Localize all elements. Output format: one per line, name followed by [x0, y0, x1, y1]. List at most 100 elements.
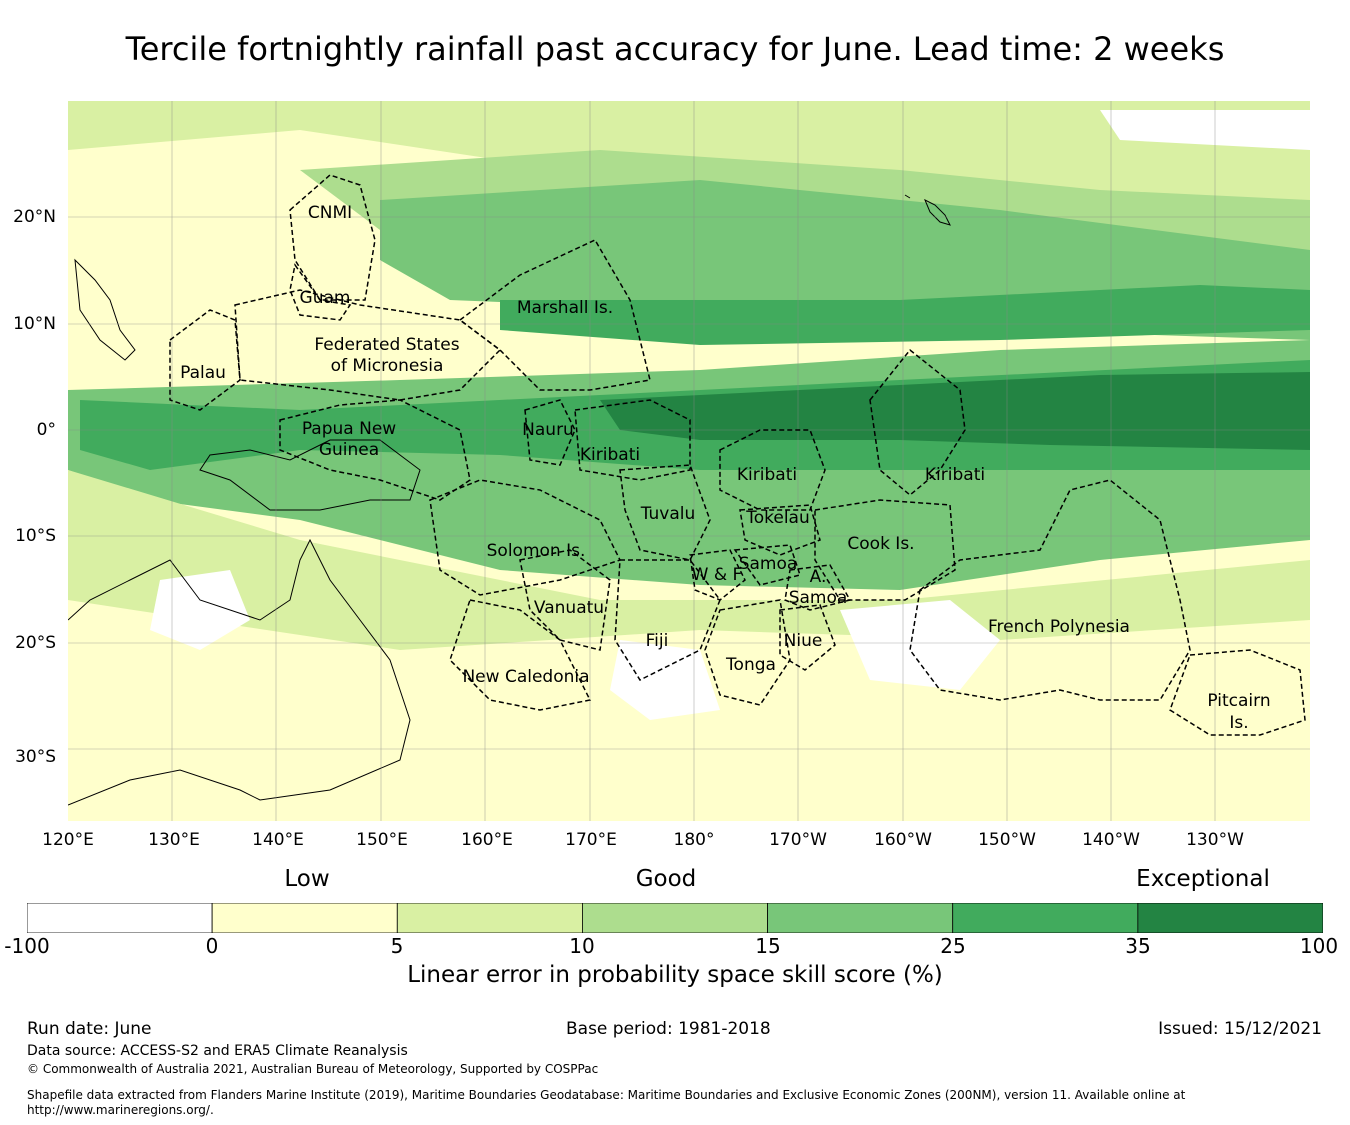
- region-label-wallis-futuna: W & F: [692, 565, 743, 585]
- philippines-outline: [74, 258, 136, 361]
- region-label-fiji: Fiji: [646, 631, 669, 651]
- colorbar-segment: [582, 903, 768, 933]
- lon-label: 180°: [673, 830, 715, 850]
- lat-label: 20°S: [15, 633, 56, 653]
- region-label-tokelau: Tokelau: [745, 508, 810, 528]
- region-label-kiribati-phoenix: Kiribati: [737, 465, 797, 485]
- colorbar-tick: 0: [205, 934, 219, 958]
- region-label-kiribati-line: Kiribati: [925, 465, 985, 485]
- region-label-nauru: Nauru: [522, 420, 574, 440]
- lat-label: 0°: [36, 420, 56, 440]
- colorbar-segment: [952, 903, 1139, 933]
- hawaii-outline: [904, 194, 951, 226]
- eez-french-polynesia: [909, 479, 1191, 701]
- lon-label: 130°W: [1186, 830, 1244, 850]
- shapefile-credit: Shapefile data extracted from Flanders M…: [27, 1088, 1186, 1102]
- region-label-kiribati-gilberts: Kiribati: [580, 445, 640, 465]
- colorbar-segment: [1137, 903, 1323, 933]
- eez-kiribati-line: [869, 348, 966, 496]
- data-source: Data source: ACCESS-S2 and ERA5 Climate …: [27, 1043, 408, 1059]
- eez-nauru: [524, 399, 576, 466]
- lat-label: 30°S: [15, 747, 56, 767]
- lon-label: 150°E: [356, 830, 408, 850]
- colorbar-segment: [396, 903, 583, 933]
- region-label-cnmi: CNMI: [308, 203, 352, 223]
- eez-vanuatu: [519, 549, 611, 651]
- region-label-png-1: Papua New: [302, 419, 396, 439]
- region-label-pitcairn-1: Pitcairn: [1207, 691, 1270, 711]
- eez-niue: [779, 604, 836, 671]
- shapefile-url: http://www.marineregions.org/.: [27, 1103, 214, 1117]
- lat-label: 20°N: [13, 207, 56, 227]
- run-date: Run date: June: [27, 1019, 152, 1039]
- lat-label: 10°S: [15, 526, 56, 546]
- region-label-cook: Cook Is.: [847, 534, 914, 554]
- colorbar-tick: 25: [940, 934, 966, 958]
- colorbar-segment: [211, 903, 398, 933]
- region-label-american-samoa-1: A.: [810, 567, 827, 587]
- colorbar-label: Linear error in probability space skill …: [407, 962, 943, 988]
- region-label-guam: Guam: [300, 288, 351, 308]
- eez-cook: [814, 499, 956, 601]
- region-label-french-polynesia: French Polynesia: [988, 617, 1130, 637]
- region-label-new-caledonia: New Caledonia: [462, 667, 589, 687]
- eez-tokelau: [739, 504, 821, 556]
- region-label-american-samoa-2: Samoa: [789, 588, 848, 608]
- lon-label: 170°W: [769, 830, 827, 850]
- colorbar: [27, 903, 1323, 933]
- region-label-png-2: Guinea: [319, 440, 379, 460]
- eez-kiribati-phoenix: [719, 429, 826, 511]
- lon-label: 150°W: [978, 830, 1036, 850]
- lon-label: 120°E: [42, 830, 94, 850]
- band-below-zero-1: [150, 570, 250, 650]
- colorbar-tick: 5: [390, 934, 404, 958]
- region-label-tuvalu: Tuvalu: [640, 504, 696, 524]
- region-label-niue: Niue: [784, 631, 823, 651]
- legend-category-exceptional: Exceptional: [1136, 866, 1270, 892]
- issued-date: Issued: 15/12/2021: [1158, 1019, 1322, 1039]
- lon-label: 160°W: [874, 830, 932, 850]
- lon-label: 170°E: [565, 830, 617, 850]
- eez-tonga: [704, 599, 791, 706]
- lon-label: 130°E: [148, 830, 200, 850]
- lon-label: 140°W: [1082, 830, 1140, 850]
- band-below-zero-4: [1100, 110, 1310, 150]
- eez-boundaries: [169, 174, 1306, 736]
- lat-label: 10°N: [13, 314, 56, 334]
- legend-category-low: Low: [284, 866, 330, 892]
- colorbar-tick: 15: [755, 934, 781, 958]
- colorbar-segment: [27, 903, 213, 933]
- region-label-tonga: Tonga: [725, 655, 776, 675]
- colorbar-tick: 100: [1299, 934, 1339, 958]
- region-label-vanuatu: Vanuatu: [534, 598, 604, 618]
- eez-palau: [169, 309, 241, 411]
- new-guinea-outline: [199, 439, 421, 511]
- lon-label: 160°E: [461, 830, 513, 850]
- region-label-pitcairn-2: Is.: [1229, 713, 1248, 733]
- region-label-fsm-1: Federated States: [314, 335, 459, 355]
- band-below-zero-2: [610, 640, 720, 720]
- band-10-15-south: [68, 470, 1310, 650]
- eez-tuvalu: [619, 464, 711, 561]
- eez-samoa: [733, 544, 801, 586]
- region-label-marshall: Marshall Is.: [517, 298, 613, 318]
- lon-label: 140°E: [252, 830, 304, 850]
- eez-fiji: [614, 559, 721, 681]
- eez-fsm: [234, 289, 502, 401]
- band-25-35-north: [500, 285, 1310, 345]
- colorbar-tick: 35: [1125, 934, 1151, 958]
- eez-american-samoa: [784, 564, 852, 611]
- legend-category-good: Good: [635, 866, 697, 892]
- eez-wallis-futuna: [689, 549, 746, 601]
- region-label-samoa: Samoa: [739, 554, 798, 574]
- region-label-palau: Palau: [180, 363, 226, 383]
- colorbar-tick: -100: [4, 934, 50, 958]
- graticule: [68, 101, 1310, 821]
- colorbar-segment: [767, 903, 954, 933]
- region-label-solomon: Solomon Is.: [487, 541, 586, 561]
- band-35-100-equator: [600, 372, 1310, 450]
- band-below-zero-3: [840, 600, 1000, 690]
- eez-cnmi: [289, 174, 376, 301]
- copyright: © Commonwealth of Australia 2021, Austra…: [27, 1062, 599, 1076]
